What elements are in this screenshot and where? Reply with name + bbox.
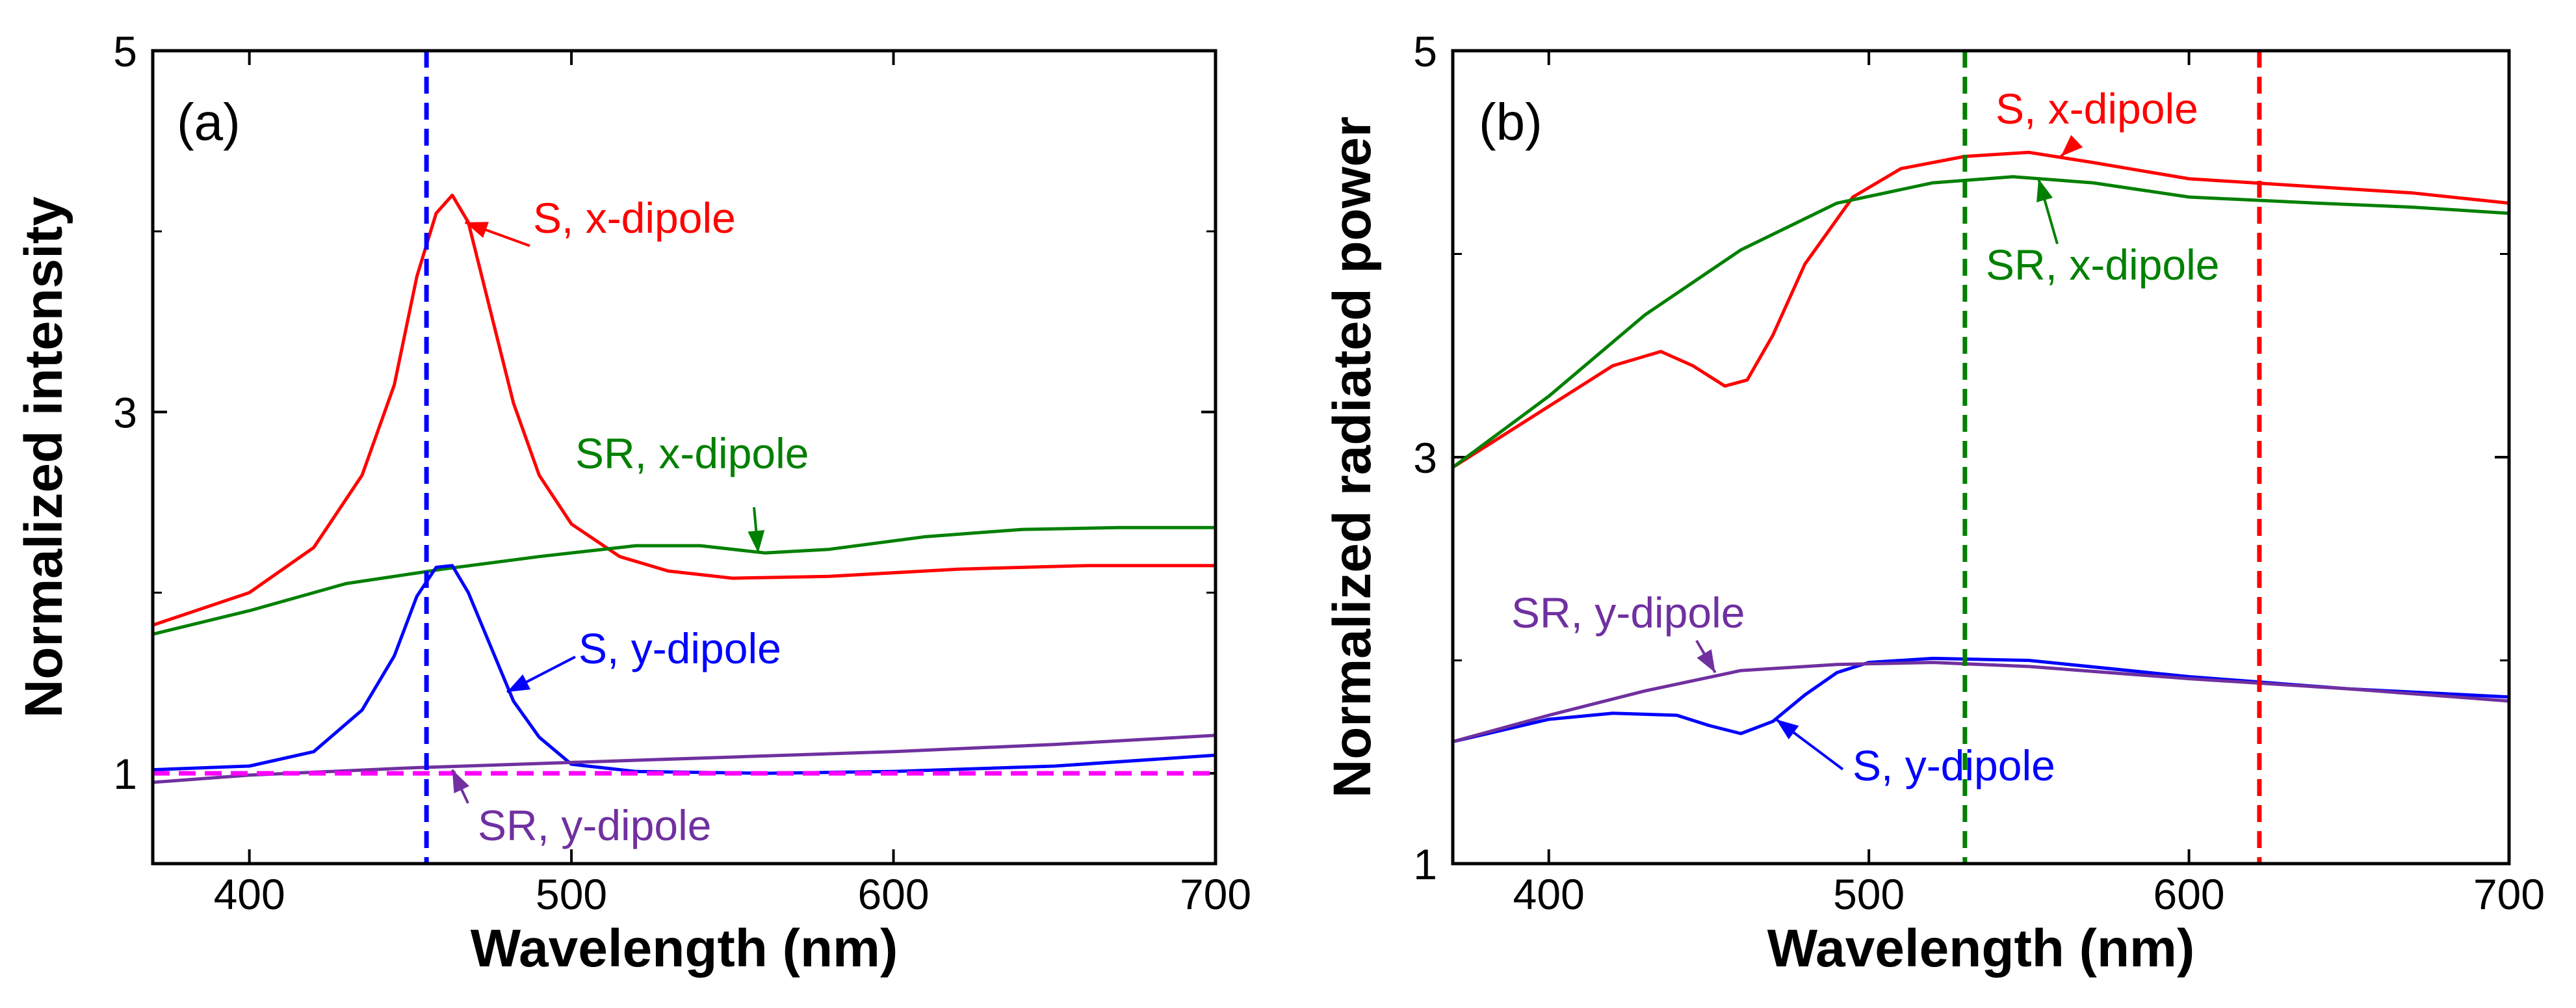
panel-a-ytick-label-5: 5 xyxy=(113,27,137,75)
panel-a-series-sr-y-dipole xyxy=(153,734,1216,784)
panel-b-ytick-label-1: 1 xyxy=(1413,840,1437,888)
panel-a-arrowhead-s-y-dipole xyxy=(507,674,531,693)
panel-b-ylabel: Normalized radiated power xyxy=(1323,116,1382,798)
panel-a-xtick-label-600: 600 xyxy=(857,870,929,918)
panel-a-label: (a) xyxy=(177,93,241,151)
panel-a-arrowhead-sr-y-dipole xyxy=(452,769,470,793)
panel-a-frame xyxy=(151,49,1217,866)
panel-a-xtick-label-700: 700 xyxy=(1180,870,1251,918)
panel-b-annotation-s-x-dipole: S, x-dipole xyxy=(1996,85,2198,133)
panel-b-series-sr-x-dipole xyxy=(1453,175,2509,469)
panel-b-series-s-y-dipole xyxy=(1453,656,2509,743)
panel-a: 400 500 600 700 1 3 5 S, x-dipole SR, x-dipole S,… xyxy=(14,27,1251,978)
panel-b-arrowhead-sr-x-dipole xyxy=(2036,178,2053,203)
panel-a-annotation-sr-y-dipole: SR, y-dipole xyxy=(478,801,712,849)
panel-b: 400 500 600 700 1 3 5 S, x-dipole SR, x-dipole SR… xyxy=(1323,27,2545,978)
panel-b-xtick-label-700: 700 xyxy=(2473,870,2545,918)
panel-a-xtick-label-400: 400 xyxy=(214,870,285,918)
panel-b-xtick-label-400: 400 xyxy=(1513,870,1585,918)
panel-a-ytick-label-3: 3 xyxy=(113,389,137,437)
panel-a-annotation-sr-x-dipole: SR, x-dipole xyxy=(575,429,809,477)
panel-b-annotation-sr-x-dipole: SR, x-dipole xyxy=(1986,241,2220,289)
panel-b-series-s-x-dipole xyxy=(1453,150,2509,469)
panel-a-arrowhead-s-x-dipole xyxy=(465,222,489,238)
panel-b-annotation-sr-y-dipole: SR, y-dipole xyxy=(1511,589,1745,637)
panel-a-series-s-x-dipole xyxy=(153,193,1216,627)
panel-a-annotation-s-y-dipole: S, y-dipole xyxy=(579,624,781,672)
panel-a-ytick-label-1: 1 xyxy=(113,750,137,798)
panel-b-annotation-s-y-dipole: S, y-dipole xyxy=(1853,741,2055,789)
panel-b-xtick-label-500: 500 xyxy=(1833,870,1905,918)
panel-a-ylabel: Normalized intensity xyxy=(14,196,73,718)
panel-b-series-sr-y-dipole xyxy=(1453,661,2509,743)
panel-b-xtick-label-600: 600 xyxy=(2153,870,2225,918)
panel-b-arrowhead-s-y-dipole xyxy=(1776,719,1799,739)
panel-a-xtick-label-500: 500 xyxy=(536,870,607,918)
panel-b-arrowhead-s-x-dipole xyxy=(2061,135,2083,157)
panel-b-ytick-label-3: 3 xyxy=(1413,434,1437,482)
panel-b-label: (b) xyxy=(1479,93,1542,151)
panel-b-ytick-label-5: 5 xyxy=(1413,27,1437,75)
panel-b-arrowhead-sr-y-dipole xyxy=(1697,649,1715,673)
panel-b-frame xyxy=(1451,49,2511,866)
panel-a-annotation-s-x-dipole: S, x-dipole xyxy=(533,194,736,242)
panel-a-xlabel: Wavelength (nm) xyxy=(471,919,898,978)
panel-b-xlabel: Wavelength (nm) xyxy=(1767,919,2195,978)
panel-a-arrowhead-sr-x-dipole xyxy=(748,530,765,553)
panel-a-series-sr-x-dipole xyxy=(153,525,1216,636)
